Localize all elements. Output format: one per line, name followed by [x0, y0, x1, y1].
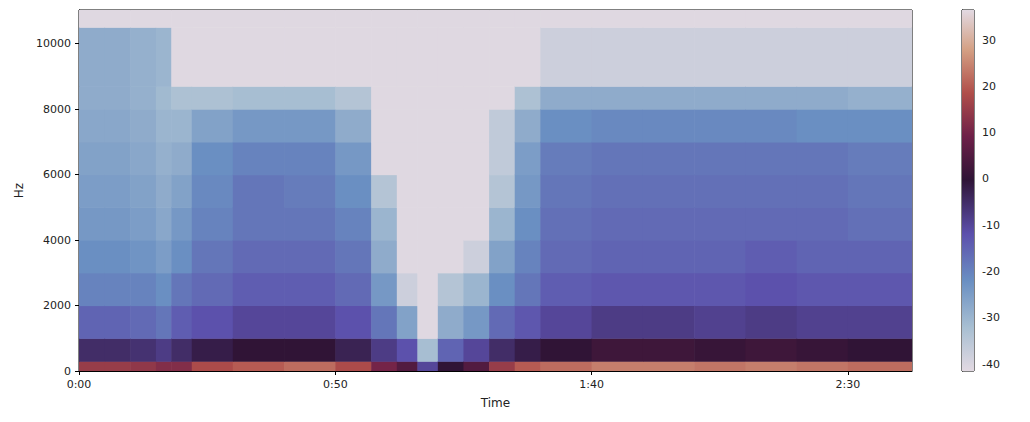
svg-text:-30: -30 — [982, 311, 1000, 324]
svg-text:4000: 4000 — [43, 234, 71, 247]
svg-text:2:30: 2:30 — [836, 378, 861, 391]
svg-text:20: 20 — [982, 80, 996, 93]
svg-text:1:40: 1:40 — [579, 378, 604, 391]
svg-text:Hz: Hz — [12, 183, 26, 198]
svg-text:8000: 8000 — [43, 103, 71, 116]
svg-text:Time: Time — [480, 396, 510, 410]
svg-text:-20: -20 — [982, 265, 1000, 278]
svg-text:0: 0 — [982, 172, 989, 185]
svg-text:6000: 6000 — [43, 168, 71, 181]
svg-text:0: 0 — [64, 365, 71, 378]
svg-text:0:00: 0:00 — [67, 378, 92, 391]
svg-text:2000: 2000 — [43, 299, 71, 312]
svg-text:10000: 10000 — [36, 37, 71, 50]
svg-text:-10: -10 — [982, 219, 1000, 232]
svg-text:10: 10 — [982, 126, 996, 139]
svg-text:-40: -40 — [982, 358, 1000, 371]
svg-text:30: 30 — [982, 34, 996, 47]
svg-text:0:50: 0:50 — [323, 378, 348, 391]
